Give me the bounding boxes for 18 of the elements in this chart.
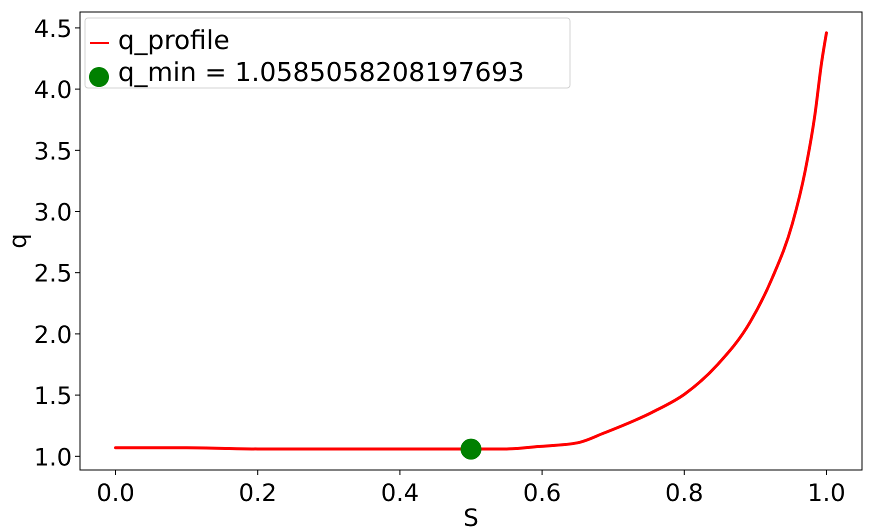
y-tick-label: 3.5 <box>34 137 72 166</box>
y-tick-label: 1.0 <box>34 443 72 472</box>
y-axis-title: q <box>4 233 32 249</box>
x-tick-label: 1.0 <box>807 479 846 507</box>
x-tick-label: 0.6 <box>523 479 562 507</box>
y-tick-label: 2.5 <box>34 260 72 288</box>
x-tick-label: 0.0 <box>96 479 135 507</box>
x-tick-label: 0.8 <box>665 479 704 507</box>
y-tick-label: 4.0 <box>34 76 72 104</box>
y-tick-label: 3.0 <box>34 198 72 227</box>
x-tick-label: 0.2 <box>238 479 277 507</box>
legend-label: q_profile <box>118 26 230 56</box>
x-tick-label: 0.4 <box>380 479 419 507</box>
y-tick-label: 2.0 <box>34 320 72 349</box>
y-tick-label: 1.5 <box>34 382 72 410</box>
y-tick-label: 4.5 <box>34 14 72 43</box>
legend-label: q_min = 1.0585058208197693 <box>118 58 524 88</box>
x-axis-title: S <box>463 504 479 529</box>
